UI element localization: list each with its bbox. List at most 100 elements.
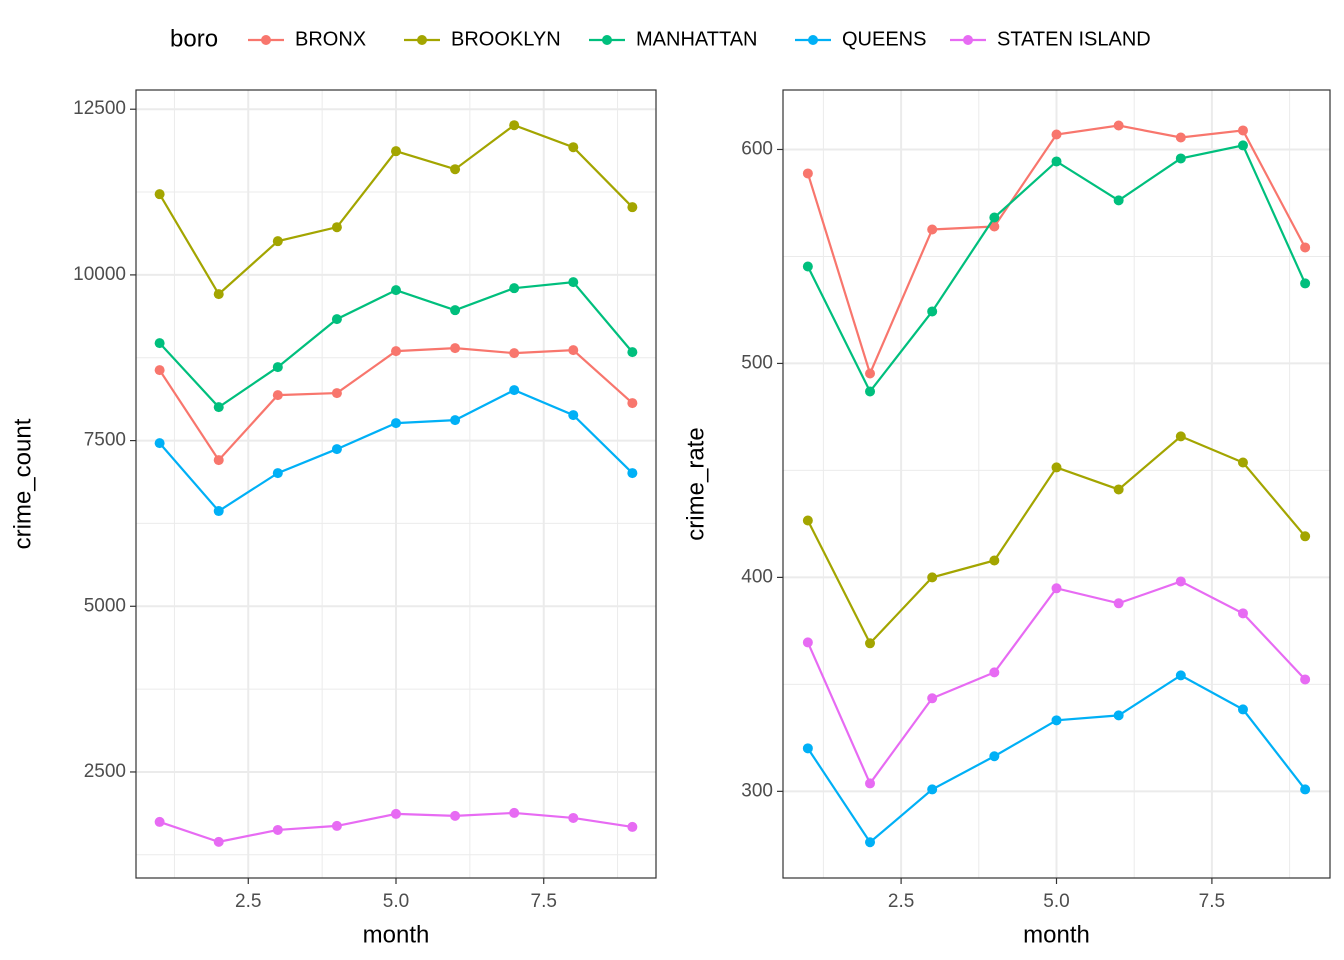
- point: [509, 807, 520, 818]
- point: [1051, 583, 1062, 594]
- point: [1300, 242, 1311, 253]
- series: [802, 670, 1311, 848]
- point: [989, 555, 1000, 566]
- series: [802, 140, 1311, 397]
- point: [391, 146, 401, 157]
- plot-border: [135, 89, 657, 879]
- point: [1237, 704, 1248, 715]
- legend-label: BROOKLYN: [451, 28, 561, 50]
- series: [154, 385, 638, 517]
- point: [1300, 278, 1311, 289]
- point: [802, 168, 813, 179]
- point: [1113, 120, 1124, 131]
- point: [154, 338, 165, 349]
- y-tick-label: 400: [741, 566, 773, 587]
- point: [154, 816, 165, 827]
- point: [568, 277, 579, 288]
- point: [331, 314, 342, 325]
- series: [154, 343, 638, 466]
- point: [154, 438, 165, 449]
- point: [927, 306, 938, 317]
- y-tick-label: 2500: [84, 761, 126, 782]
- x-tick-label: 5.0: [383, 891, 409, 912]
- point: [1175, 670, 1186, 681]
- point: [509, 348, 520, 359]
- point: [627, 821, 638, 832]
- point: [509, 283, 520, 294]
- point: [450, 415, 461, 426]
- x-tick-label: 5.0: [1043, 891, 1069, 912]
- point: [989, 221, 1000, 232]
- point: [1051, 715, 1062, 726]
- point: [272, 390, 283, 401]
- point: [509, 120, 520, 131]
- point: [272, 362, 283, 373]
- point: [865, 638, 876, 649]
- point: [989, 751, 1000, 762]
- point: [1300, 784, 1311, 795]
- point: [627, 398, 638, 409]
- y-tick-label: 600: [741, 138, 773, 159]
- point: [1113, 710, 1124, 721]
- y-tick-label: 12500: [73, 98, 126, 119]
- point: [450, 164, 461, 175]
- legend-title: boro: [170, 25, 218, 52]
- point: [1051, 129, 1062, 140]
- series: [154, 807, 638, 847]
- point: [802, 637, 813, 648]
- point: [627, 202, 638, 213]
- point: [568, 812, 579, 823]
- point: [927, 693, 938, 704]
- point: [627, 347, 638, 358]
- x-tick-label: 2.5: [235, 891, 261, 912]
- y-axis-title: crime_rate: [682, 427, 709, 540]
- point: [865, 778, 876, 789]
- plot-border: [782, 89, 1331, 879]
- legend-label: STATEN ISLAND: [997, 28, 1151, 50]
- point: [391, 808, 401, 819]
- point: [1237, 457, 1248, 468]
- point: [213, 455, 224, 466]
- point: [450, 305, 461, 316]
- point: [391, 346, 401, 357]
- point: [568, 410, 579, 421]
- point: [213, 402, 224, 413]
- point: [627, 468, 638, 479]
- y-axis-title: crime_count: [9, 418, 36, 549]
- legend-key-point: [261, 35, 271, 45]
- point: [1237, 608, 1248, 619]
- x-tick-label: 2.5: [888, 891, 914, 912]
- point: [802, 743, 813, 754]
- point: [213, 506, 224, 517]
- legend-key-point: [963, 35, 973, 45]
- series: [802, 431, 1311, 649]
- point: [802, 515, 813, 526]
- point: [391, 285, 401, 296]
- point: [213, 836, 224, 847]
- y-tick-label: 500: [741, 352, 773, 373]
- point: [1051, 462, 1062, 473]
- point: [1113, 195, 1124, 206]
- point: [568, 345, 579, 356]
- point: [1175, 576, 1186, 587]
- point: [509, 385, 520, 396]
- point: [272, 236, 283, 247]
- point: [568, 142, 579, 153]
- x-axis-title: month: [363, 921, 430, 948]
- point: [1175, 132, 1186, 143]
- point: [1237, 140, 1248, 151]
- point: [865, 386, 876, 397]
- y-tick-label: 7500: [84, 430, 126, 451]
- point: [450, 343, 461, 354]
- point: [272, 468, 283, 479]
- point: [1175, 153, 1186, 164]
- point: [154, 365, 165, 376]
- legend-label: BRONX: [295, 28, 366, 50]
- series: [154, 120, 638, 300]
- point: [272, 824, 283, 835]
- x-axis-title: month: [1023, 921, 1090, 948]
- point: [391, 418, 401, 429]
- point: [989, 667, 1000, 678]
- x-tick-label: 7.5: [1199, 891, 1225, 912]
